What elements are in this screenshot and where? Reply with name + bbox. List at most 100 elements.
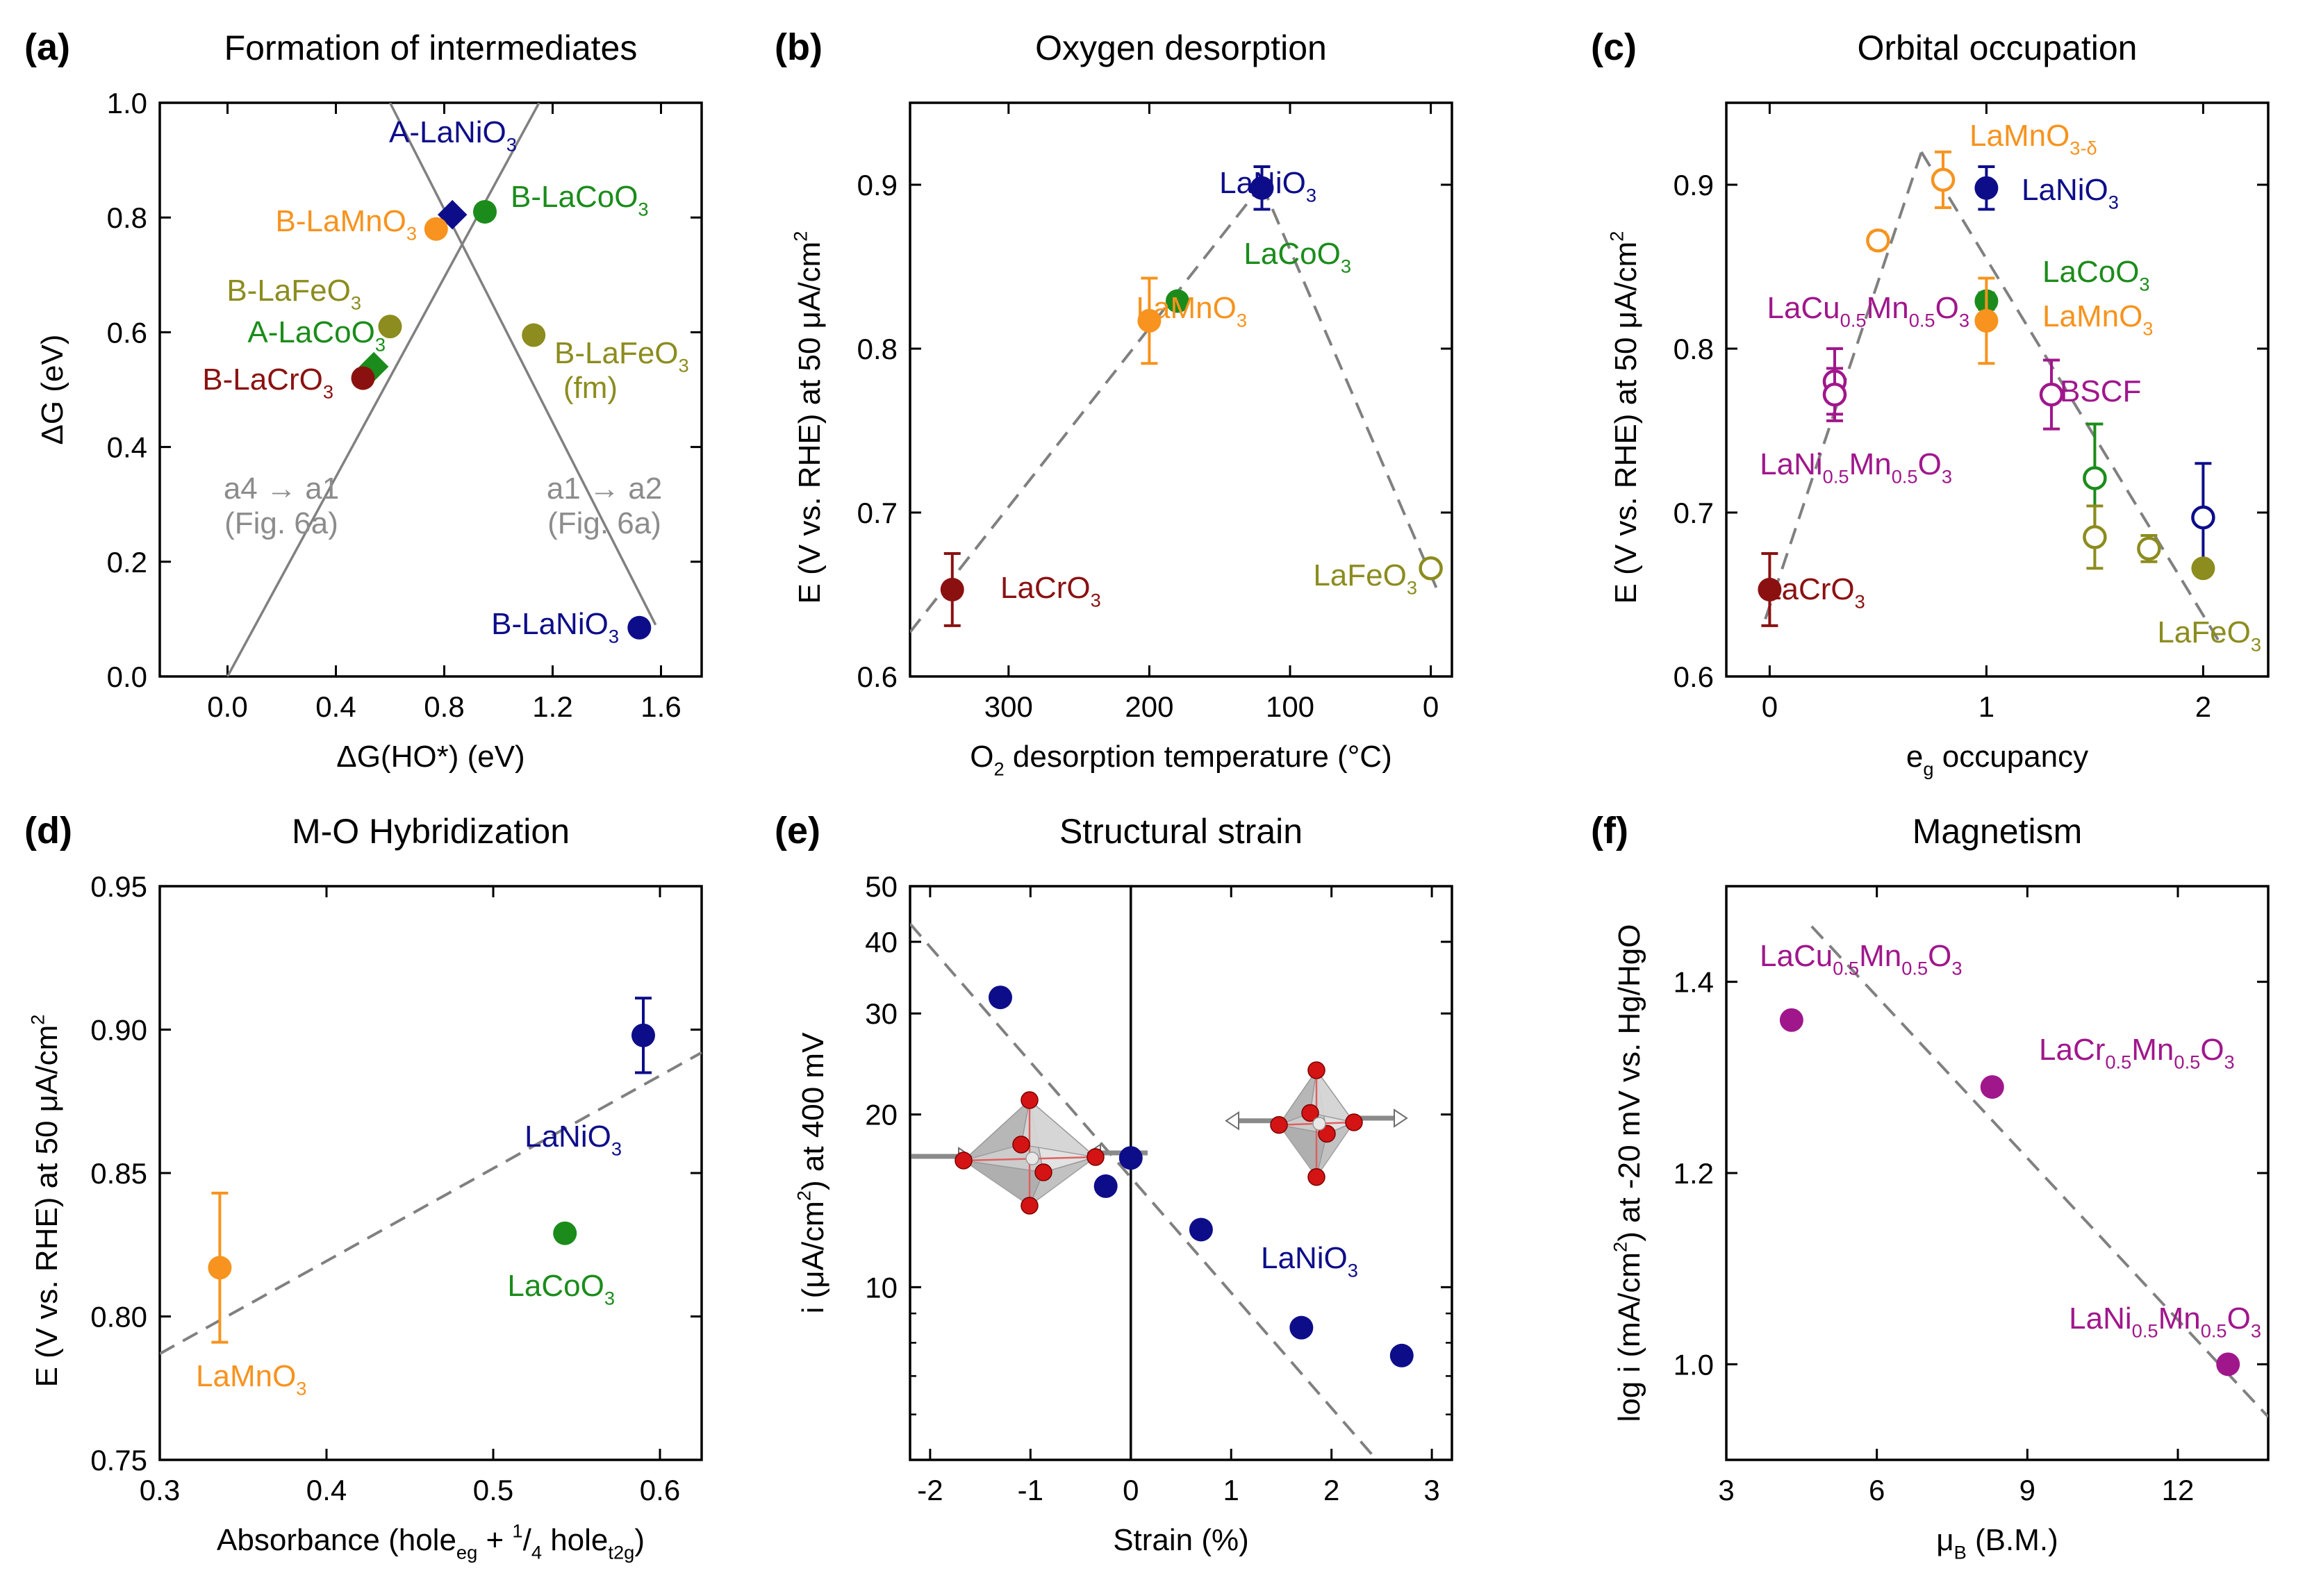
axes-box	[1725, 101, 2270, 678]
y-tick-label: 0.90	[90, 1014, 147, 1047]
data-point	[2216, 1352, 2240, 1377]
y-tick-label: 20	[865, 1099, 898, 1131]
x-tick-label: 12	[2162, 1474, 2195, 1506]
panel-title: Magnetism	[1912, 812, 2083, 851]
data-point	[2191, 505, 2215, 530]
trend-line-trend-down	[1260, 184, 1439, 592]
point-label: LaCoO3	[507, 1269, 615, 1308]
data-point	[1165, 289, 1189, 313]
data-point	[1974, 308, 1999, 333]
data-point	[2039, 382, 2064, 407]
y-axis-label: log i (mA/cm2) at -20 mV vs. Hg/HgO	[1610, 924, 1646, 1422]
point-label: LaFeO3	[2157, 615, 2261, 655]
data-point	[1822, 382, 1847, 407]
data-point	[989, 986, 1012, 1010]
data-point	[1974, 176, 1999, 200]
x-axis-label: ΔG(HO*) (eV)	[336, 740, 524, 774]
x-tick-label: 0.6	[640, 1474, 680, 1506]
x-tick-label: 0.4	[306, 1474, 347, 1506]
x-tick-label: 1.6	[641, 690, 681, 723]
data-point	[1779, 1008, 1803, 1032]
axes-box	[909, 101, 1453, 678]
data-point	[1419, 556, 1443, 581]
point-label: A-LaCoO3	[247, 315, 386, 355]
x-tick-label: 1	[1223, 1474, 1239, 1506]
oxygen-atom	[1087, 1148, 1105, 1166]
x-axis-label: μB (B.M.)	[1936, 1523, 2058, 1563]
point-label: LaNiO3	[2022, 173, 2119, 213]
metal-atom	[1312, 1117, 1326, 1131]
point-label: LaNi0.5Mn0.5O3	[2069, 1302, 2261, 1341]
data-point	[627, 615, 652, 640]
panel-label: (e)	[775, 810, 820, 851]
x-tick-label: 2	[1323, 1474, 1339, 1506]
octahedron-face	[1316, 1121, 1356, 1178]
x-tick-label: 0.5	[473, 1474, 513, 1506]
trend-line-trend	[1810, 925, 2268, 1418]
point-label: LaMnO3-δ	[1969, 119, 2097, 158]
oxygen-atom	[1307, 1168, 1325, 1186]
point-label: B-LaFeO3	[554, 336, 689, 376]
panel-label: (c)	[1591, 26, 1637, 68]
data-point	[522, 323, 546, 347]
x-tick-label: 6	[1869, 1474, 1885, 1506]
panel-c: (c) Orbital occupation 0 1 2 0.6 0.7 0.8 0.9 E (V…	[1591, 26, 2270, 779]
point-label: B-LaNiO3	[491, 607, 619, 647]
oxygen-atom	[1301, 1104, 1319, 1122]
x-tick-label: 0	[1123, 1474, 1139, 1506]
point-label: LaCu0.5Mn0.5O3	[1767, 291, 1969, 331]
x-tick-label: -2	[917, 1474, 943, 1506]
data-point	[208, 1256, 232, 1280]
x-tick-label: 1.2	[532, 690, 572, 723]
trend-line-trend	[910, 922, 1378, 1460]
x-tick-label: 0	[1762, 690, 1778, 723]
point-label: LaNiO3	[524, 1120, 622, 1159]
point-label: LaFeO3	[1313, 558, 1417, 598]
point-label: LaCr0.5Mn0.5O3	[2039, 1033, 2235, 1072]
y-tick-label: 50	[865, 870, 898, 903]
panel-title: Oxygen desorption	[1035, 28, 1327, 67]
y-axis-label: i (μA/cm2) at 400 mV	[793, 1032, 830, 1313]
tensile-octahedron-illustration	[1225, 1061, 1408, 1186]
x-tick-label: 300	[984, 690, 1033, 723]
line-annotation: (Fig. 6a)	[547, 506, 661, 540]
data-point	[553, 1221, 577, 1245]
point-label: B-LaFeO3	[226, 274, 361, 313]
data-point	[1289, 1315, 1314, 1340]
panel-title: M-O Hybridization	[292, 812, 570, 851]
compressive-octahedron-illustration	[911, 1091, 1148, 1215]
panel-label: (b)	[775, 26, 823, 68]
y-tick-label: 0.0	[107, 660, 147, 693]
y-tick-label: 0.4	[107, 431, 147, 464]
metal-atom	[1025, 1152, 1039, 1165]
y-tick-label: 0.8	[107, 201, 147, 234]
y-tick-label: 0.7	[857, 497, 898, 529]
data-point	[1866, 228, 1890, 253]
line-annotation: a4 → a1	[224, 472, 339, 506]
x-tick-label: 3	[1718, 1474, 1734, 1506]
panel-label: (d)	[24, 810, 72, 851]
y-tick-label: 1.0	[107, 87, 147, 119]
data-point	[1189, 1217, 1213, 1242]
line-annotation: a1 → a2	[547, 472, 662, 506]
x-axis-label: O2 desorption temperature (°C)	[970, 740, 1391, 779]
y-tick-label: 1.2	[1674, 1157, 1714, 1190]
oxygen-atom	[1021, 1197, 1039, 1215]
line-annotation: (Fig. 6a)	[224, 506, 338, 540]
data-point	[1250, 176, 1274, 200]
y-axis-label: E (V vs. RHE) at 50 μA/cm2	[1606, 231, 1643, 604]
oxygen-atom	[1318, 1124, 1336, 1143]
point-label: LaNiO3	[1219, 166, 1316, 206]
data-point	[940, 577, 964, 601]
axes-box	[909, 885, 1453, 1461]
data-point	[2137, 536, 2161, 561]
x-tick-label: 0.8	[424, 690, 464, 723]
point-label: LaNiO3	[1261, 1241, 1358, 1281]
y-tick-label: 0.95	[90, 870, 147, 903]
x-tick-label: 3	[1423, 1474, 1439, 1506]
y-tick-label: 30	[865, 997, 898, 1030]
y-tick-label: 0.7	[1674, 497, 1714, 529]
x-tick-label: 2	[2195, 690, 2211, 723]
data-point	[378, 315, 402, 339]
y-tick-label: 0.85	[90, 1157, 147, 1190]
